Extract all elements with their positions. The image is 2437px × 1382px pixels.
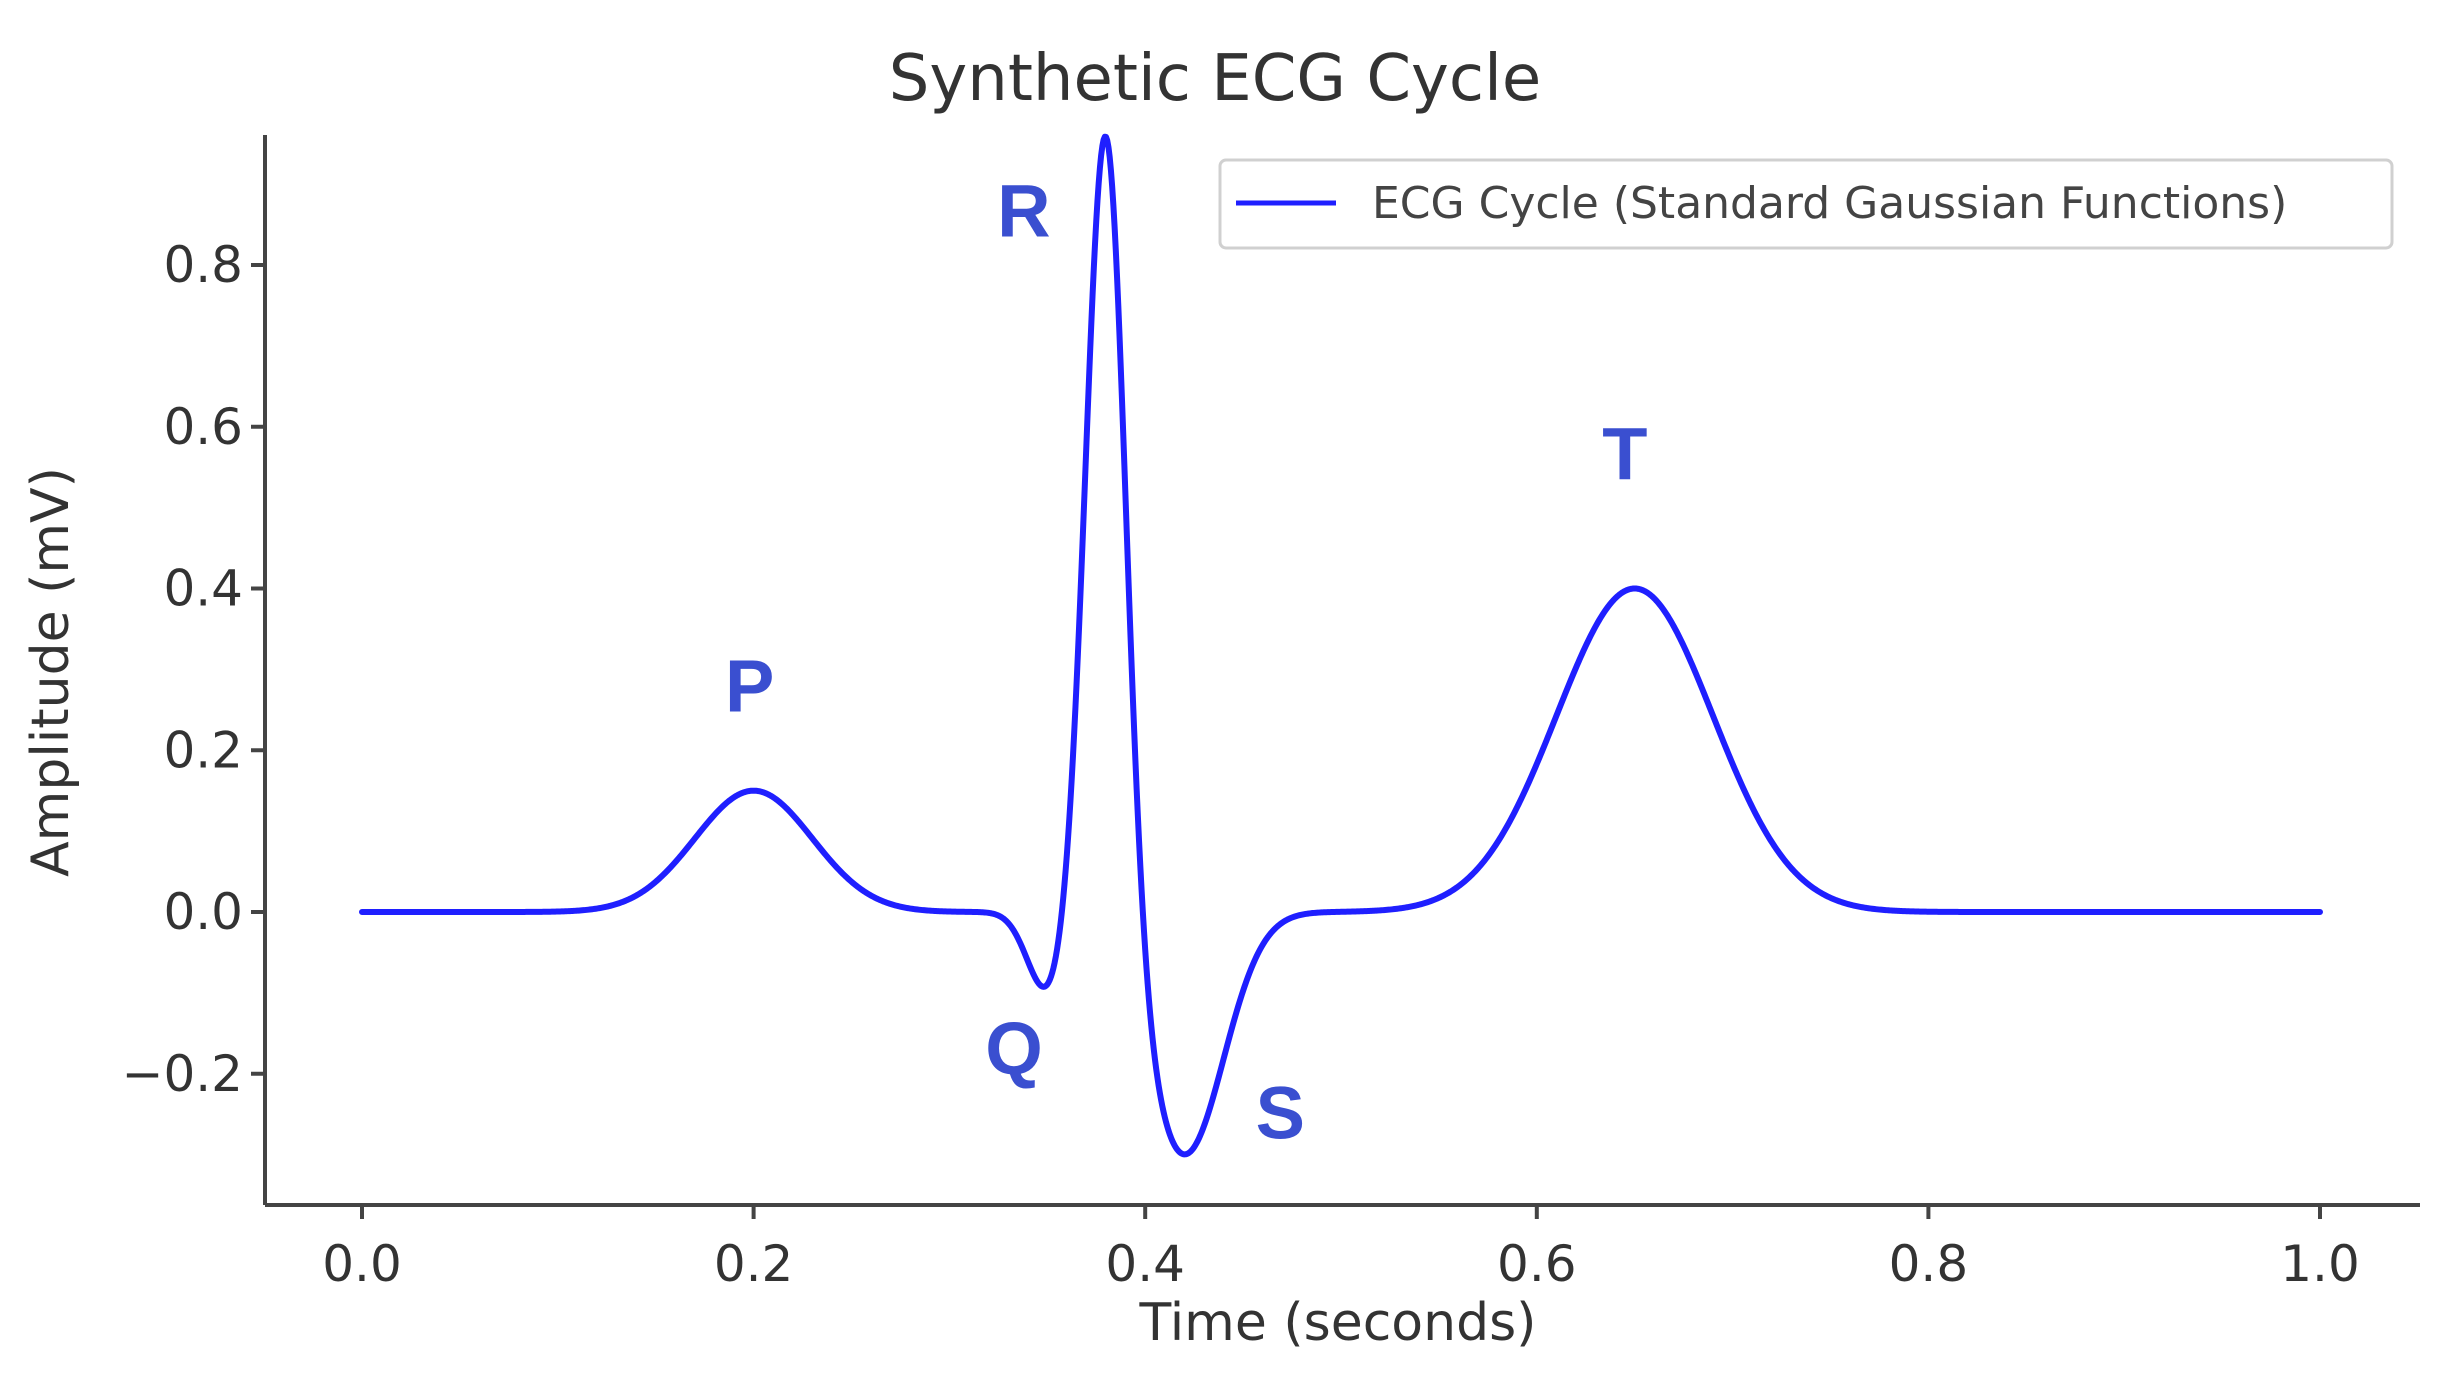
legend: ECG Cycle (Standard Gaussian Functions): [1218, 158, 2394, 250]
chart-title: Synthetic ECG Cycle: [889, 42, 1541, 116]
series-layer: [359, 133, 2323, 1158]
x-tick-label: 0.6: [1497, 1235, 1577, 1293]
x-tick-label: 1.0: [2280, 1235, 2360, 1293]
x-tick-label: 0.4: [1105, 1235, 1185, 1293]
wave-label-q: Q: [985, 1007, 1043, 1090]
wave-label-s: S: [1256, 1071, 1305, 1154]
axes: [263, 135, 2420, 1207]
x-tick-label: 0.0: [322, 1235, 402, 1293]
y-tick-label: 0.6: [163, 398, 243, 456]
legend-label: ECG Cycle (Standard Gaussian Functions): [1372, 178, 2287, 229]
x-ticks: 0.0 0.2 0.4 0.6 0.8 1.0: [322, 1205, 2360, 1293]
y-axis-label: Amplitude (mV): [21, 467, 81, 877]
wave-label-p: P: [725, 644, 774, 727]
annotation-layer: P Q R S T: [725, 170, 1648, 1155]
wave-label-t: T: [1602, 412, 1647, 495]
y-tick-label: 0.0: [163, 883, 243, 941]
legend-box: [1218, 158, 2394, 250]
ecg-line: [359, 133, 2323, 1158]
x-tick-label: 0.8: [1889, 1235, 1969, 1293]
wave-label-r: R: [997, 170, 1050, 253]
x-tick-label: 0.2: [714, 1235, 794, 1293]
y-tick-label: −0.2: [122, 1045, 243, 1103]
y-ticks: −0.2 0.0 0.2 0.4 0.6 0.8: [122, 236, 265, 1103]
y-tick-label: 0.8: [163, 236, 243, 294]
y-tick-label: 0.4: [163, 560, 243, 618]
x-axis-label: Time (seconds): [1139, 1293, 1537, 1353]
y-tick-label: 0.2: [163, 721, 243, 779]
